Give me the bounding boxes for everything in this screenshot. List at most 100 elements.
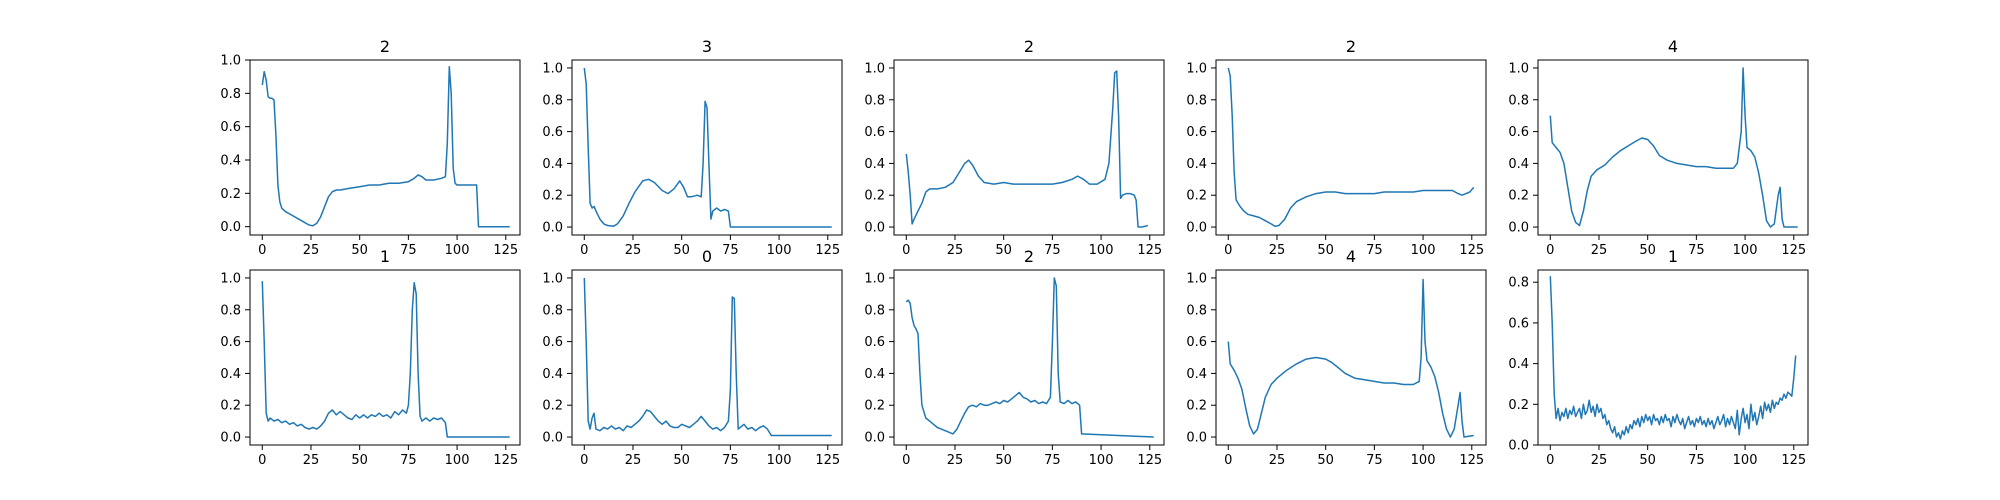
x-tick-label: 100 [1089,453,1114,468]
series-line [1549,276,1797,440]
y-tick-label: 0.2 [864,399,885,414]
y-tick-label: 0.4 [1508,157,1529,172]
axes-frame [1215,59,1487,236]
y-tick-label: 1.0 [864,61,885,76]
y-tick-label: 1.0 [864,271,885,286]
x-tick-label: 25 [1591,453,1608,468]
x-tick-label: 125 [815,243,840,258]
y-tick-label: 0.8 [542,93,563,108]
axes-frame [1537,59,1809,236]
y-tick-label: 0.4 [1186,367,1207,382]
x-tick-label: 0 [902,453,910,468]
subplot-8: 2 0 25 50 75 100 125 0.0 0.2 0.4 0.6 0.8 1.0 [864,247,1165,468]
x-tick-label: 50 [1317,243,1334,258]
subplot-title: 2 [380,37,390,56]
x-tick-label: 50 [1317,453,1334,468]
subplot-title: 2 [1024,37,1034,56]
series-line [905,277,1154,438]
x-tick-label: 50 [351,243,368,258]
x-tick-label: 75 [1044,243,1061,258]
x-tick-label: 0 [258,453,266,468]
y-tick-label: 0.2 [1186,399,1207,414]
y-tick-label: 0.2 [220,399,241,414]
y-tick-label: 0.6 [1508,316,1529,331]
y-tick-label: 0.4 [864,367,885,382]
y-tick-label: 0.4 [220,154,241,169]
series-line [905,70,1148,228]
subplot-title: 0 [702,247,712,266]
x-tick-label: 50 [995,453,1012,468]
y-tick-label: 0.0 [1186,221,1207,236]
series-line [583,277,832,437]
x-tick-label: 125 [1137,453,1162,468]
y-tick-label: 0.8 [1508,276,1529,291]
axes-frame [249,59,521,236]
subplot-1: 2 0 25 50 75 100 125 0.0 0.2 0.4 0.6 0.8 1.0 [220,37,521,258]
y-tick-label: 0.6 [1186,125,1207,140]
x-tick-label: 75 [1688,453,1705,468]
y-tick-label: 1.0 [542,61,563,76]
y-tick-label: 0.6 [542,335,563,350]
x-tick-label: 75 [400,453,417,468]
x-tick-label: 100 [767,453,792,468]
y-tick-label: 0.0 [220,220,241,235]
axes-frame [571,269,843,446]
x-tick-label: 0 [902,243,910,258]
subplot-title: 3 [702,37,712,56]
series-line [1227,278,1474,438]
y-tick-label: 0.8 [864,93,885,108]
x-tick-label: 25 [1269,453,1286,468]
x-tick-label: 125 [493,243,518,258]
x-tick-label: 100 [767,243,792,258]
y-tick-label: 0.0 [542,431,563,446]
series-line [583,67,832,228]
x-tick-label: 50 [673,453,690,468]
axes-frame [1215,269,1487,446]
x-tick-label: 125 [1781,453,1806,468]
subplot-title: 2 [1024,247,1034,266]
y-tick-label: 0.4 [1508,357,1529,372]
x-tick-label: 75 [1044,453,1061,468]
series-line [1549,67,1798,228]
y-tick-label: 0.2 [1186,189,1207,204]
y-tick-label: 0.4 [1186,157,1207,172]
x-tick-label: 50 [351,453,368,468]
y-tick-label: 0.0 [864,221,885,236]
x-tick-label: 100 [445,453,470,468]
subplot-10: 1 0 25 50 75 100 125 0.0 0.2 0.4 0.6 0.8 [1508,247,1809,468]
y-tick-label: 0.8 [1186,303,1207,318]
x-tick-label: 125 [1781,243,1806,258]
y-tick-label: 0.6 [220,335,241,350]
x-tick-label: 0 [1224,453,1232,468]
x-tick-label: 75 [1366,453,1383,468]
subplot-2: 3 0 25 50 75 100 125 0.0 0.2 0.4 0.6 0.8 1.0 [542,37,843,258]
x-tick-label: 100 [1411,453,1436,468]
axes-frame [893,269,1165,446]
y-tick-label: 0.2 [864,189,885,204]
y-tick-label: 0.0 [542,221,563,236]
x-tick-label: 25 [1269,243,1286,258]
x-tick-label: 100 [1089,243,1114,258]
y-tick-label: 0.4 [542,367,563,382]
y-tick-label: 0.0 [1508,439,1529,454]
y-tick-label: 0.4 [220,367,241,382]
x-tick-label: 125 [1137,243,1162,258]
axes-frame [1537,269,1809,446]
axes-frame [571,59,843,236]
y-tick-label: 0.8 [864,303,885,318]
y-tick-label: 1.0 [542,271,563,286]
subplot-title: 4 [1668,37,1678,56]
x-tick-label: 50 [1639,243,1656,258]
x-tick-label: 25 [947,453,964,468]
x-tick-label: 25 [625,453,642,468]
y-tick-label: 0.2 [220,187,241,202]
y-tick-label: 0.8 [220,87,241,102]
y-tick-label: 0.6 [1186,335,1207,350]
subplot-4: 2 0 25 50 75 100 125 0.0 0.2 0.4 0.6 0.8 1.0 [1186,37,1487,258]
x-tick-label: 25 [1591,243,1608,258]
series-line [261,281,510,438]
y-tick-label: 0.2 [542,399,563,414]
subplot-title: 1 [1668,247,1678,266]
x-tick-label: 125 [1459,453,1484,468]
series-line [1227,67,1475,228]
